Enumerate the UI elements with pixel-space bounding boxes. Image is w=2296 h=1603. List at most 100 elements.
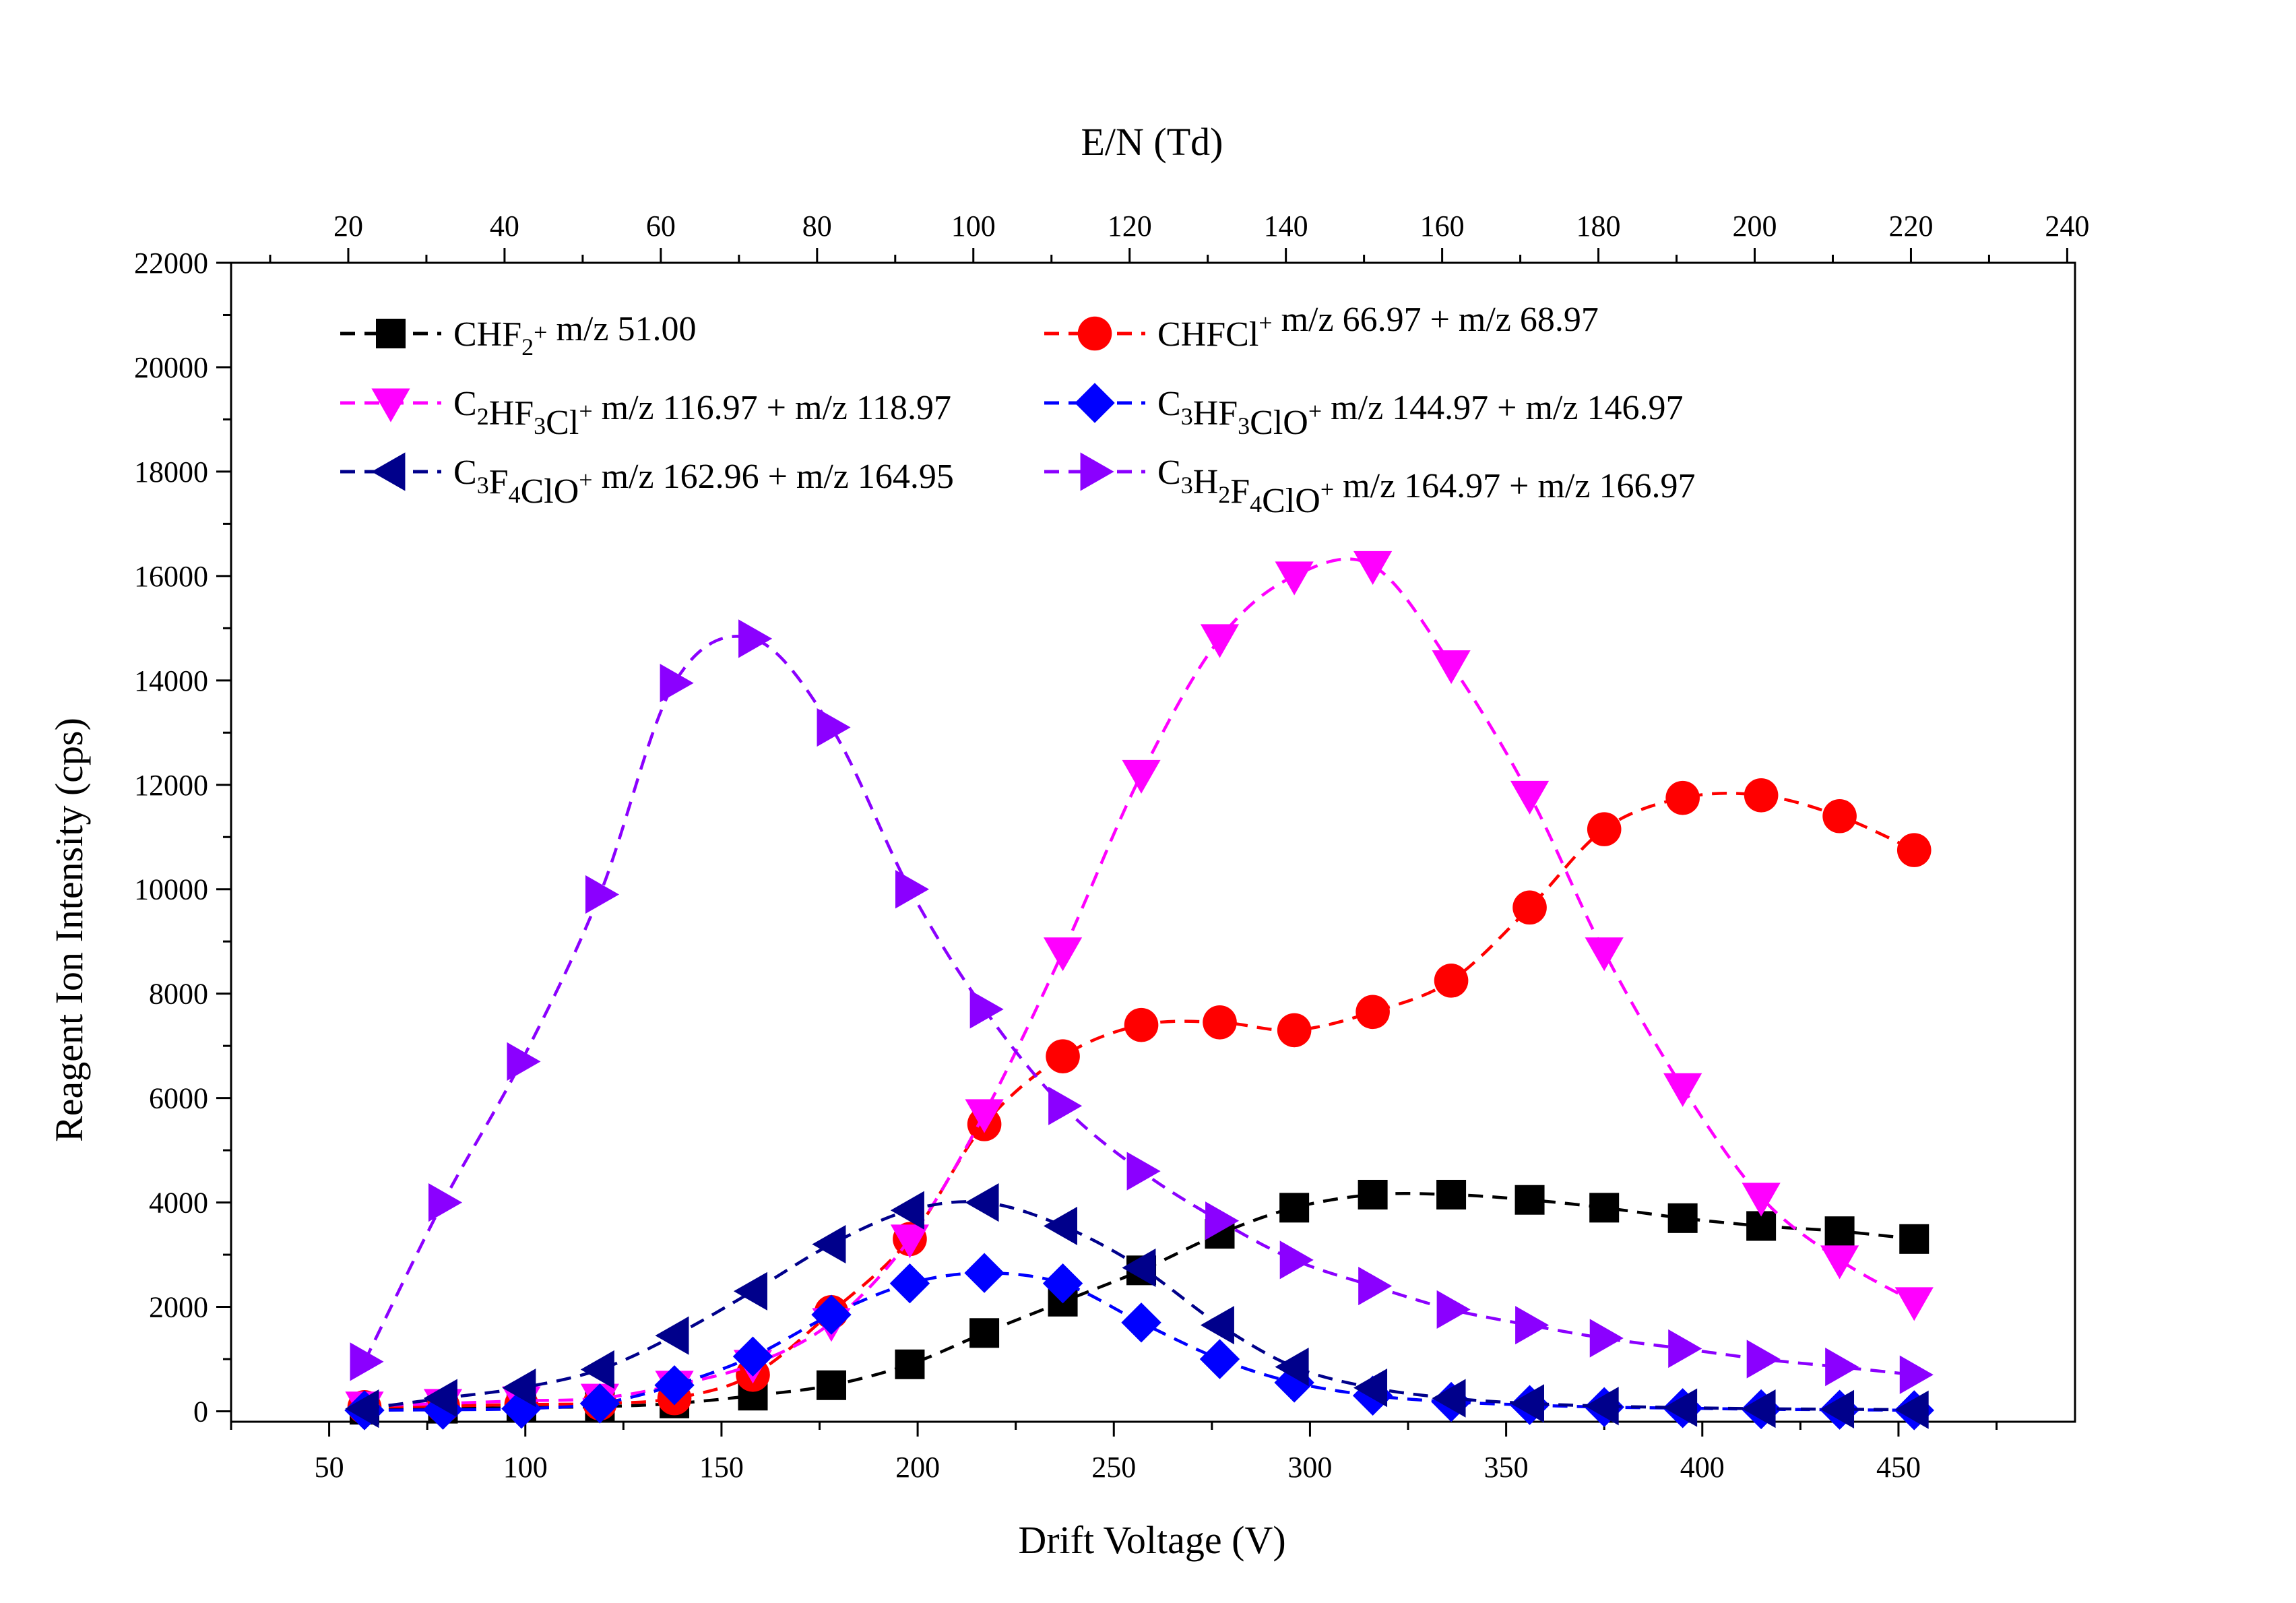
data-point <box>345 1389 379 1428</box>
data-point <box>1515 1306 1550 1345</box>
data-point <box>422 1389 464 1430</box>
legend-label: C2HF3Cl+ m/z 116.97 + m/z 118.97 <box>453 385 951 442</box>
top-x-axis: 20 40 60 80 100 120 140 160 180 200 220 240 <box>269 210 2089 263</box>
plot-border <box>230 261 2076 1423</box>
legend-item: C3HF3ClO+ m/z 144.97 + m/z 146.97 <box>1044 383 1683 442</box>
data-point <box>1510 780 1550 815</box>
series-line <box>364 557 1915 1408</box>
data-point <box>1275 561 1314 596</box>
y-tick-label: 6000 <box>149 1082 208 1115</box>
data-point <box>738 619 773 658</box>
legend: CHF2+ m/z 51.00 CHFCl+ m/z 66.97 + m/z 68… <box>340 301 1695 520</box>
top-x-tick-label: 240 <box>2045 210 2089 243</box>
top-x-tick-label: 180 <box>1576 210 1621 243</box>
data-point <box>733 1271 767 1311</box>
legend-item: C2HF3Cl+ m/z 116.97 + m/z 118.97 <box>340 385 951 442</box>
x-axis-title: Drift Voltage (V) <box>1018 1518 1285 1562</box>
data-point <box>1277 1013 1312 1048</box>
top-x-tick-label: 100 <box>951 210 996 243</box>
top-x-tick-label: 60 <box>646 210 676 243</box>
data-point <box>1896 833 1932 867</box>
data-point <box>1200 1306 1234 1345</box>
data-point <box>1205 1201 1240 1240</box>
data-point <box>1512 890 1547 925</box>
data-point <box>1353 551 1393 585</box>
top-x-tick-label: 220 <box>1888 210 1933 243</box>
data-point <box>1899 1355 1934 1394</box>
legend-item: C3H2F4ClO+ m/z 164.97 + m/z 166.97 <box>1044 452 1695 520</box>
x-tick-label: 50 <box>315 1451 344 1484</box>
data-point <box>969 990 1004 1029</box>
data-point <box>889 1263 930 1304</box>
data-point <box>1899 1224 1930 1254</box>
top-x-axis-title: E/N (Td) <box>1081 120 1223 164</box>
data-point <box>1126 1152 1161 1191</box>
data-point <box>423 1379 457 1418</box>
y-tick-label: 14000 <box>134 664 208 697</box>
data-point <box>1436 1290 1471 1329</box>
data-point <box>579 1383 620 1424</box>
legend-marker <box>371 388 410 422</box>
data-point <box>812 1224 846 1264</box>
data-point <box>1200 624 1240 658</box>
legend-marker <box>1075 383 1115 423</box>
x-tick-label: 100 <box>503 1451 548 1484</box>
data-point <box>1510 1384 1544 1423</box>
data-point <box>1048 1086 1083 1125</box>
series-layer <box>344 551 1934 1431</box>
series-6 <box>350 619 1934 1394</box>
data-point <box>817 708 851 747</box>
top-x-tick-label: 160 <box>1420 210 1465 243</box>
y-axis: 0 2000 4000 6000 8000 10000 12000 14000 16000 180… <box>134 247 231 1428</box>
x-tick-label: 150 <box>699 1451 744 1484</box>
y-tick-label: 0 <box>193 1395 208 1428</box>
data-point <box>1589 1319 1624 1358</box>
data-point <box>1043 937 1083 972</box>
y-tick-label: 4000 <box>149 1187 208 1220</box>
data-point <box>1356 995 1390 1030</box>
top-x-tick-label: 80 <box>802 210 832 243</box>
data-point <box>1199 1339 1240 1379</box>
y-tick-label: 18000 <box>134 455 208 489</box>
legend-item: CHFCl+ m/z 66.97 + m/z 68.97 <box>1044 301 1599 354</box>
x-tick-label: 400 <box>1680 1451 1725 1484</box>
data-point <box>1825 1348 1859 1387</box>
data-point <box>1279 1193 1310 1223</box>
data-point <box>1279 1240 1314 1280</box>
data-point <box>1894 1287 1934 1321</box>
x-tick-label: 200 <box>895 1451 940 1484</box>
data-point <box>1042 1263 1083 1304</box>
y-tick-label: 2000 <box>149 1291 208 1324</box>
data-point <box>1432 1379 1466 1418</box>
data-point <box>1822 798 1857 834</box>
data-point <box>1358 1179 1388 1209</box>
y-tick-label: 12000 <box>134 769 208 802</box>
y-tick-label: 16000 <box>134 560 208 593</box>
data-point <box>1585 1387 1619 1426</box>
legend-item: CHF2+ m/z 51.00 <box>340 310 696 360</box>
y-tick-label: 10000 <box>134 873 208 906</box>
x-tick-label: 450 <box>1876 1451 1921 1484</box>
data-point <box>1124 1007 1159 1042</box>
data-point <box>895 1349 925 1379</box>
data-point <box>1122 1248 1156 1288</box>
top-x-tick-label: 40 <box>490 210 519 243</box>
data-point <box>1432 650 1471 685</box>
data-point <box>1122 759 1161 794</box>
series-5 <box>345 1183 1929 1429</box>
data-point <box>1665 780 1700 815</box>
legend-marker <box>1077 316 1112 351</box>
data-point <box>1436 1179 1467 1209</box>
data-point <box>654 1365 695 1406</box>
data-point <box>811 1294 852 1335</box>
data-point <box>655 1316 689 1355</box>
data-point <box>1742 1183 1781 1217</box>
data-point <box>1820 1245 1859 1280</box>
data-point <box>1121 1302 1161 1343</box>
series-line <box>364 792 1915 1409</box>
data-point <box>964 1253 1004 1293</box>
data-point <box>507 1042 541 1081</box>
x-tick-label: 350 <box>1484 1451 1529 1484</box>
data-point <box>1894 1390 1929 1429</box>
data-point <box>1353 1369 1388 1408</box>
